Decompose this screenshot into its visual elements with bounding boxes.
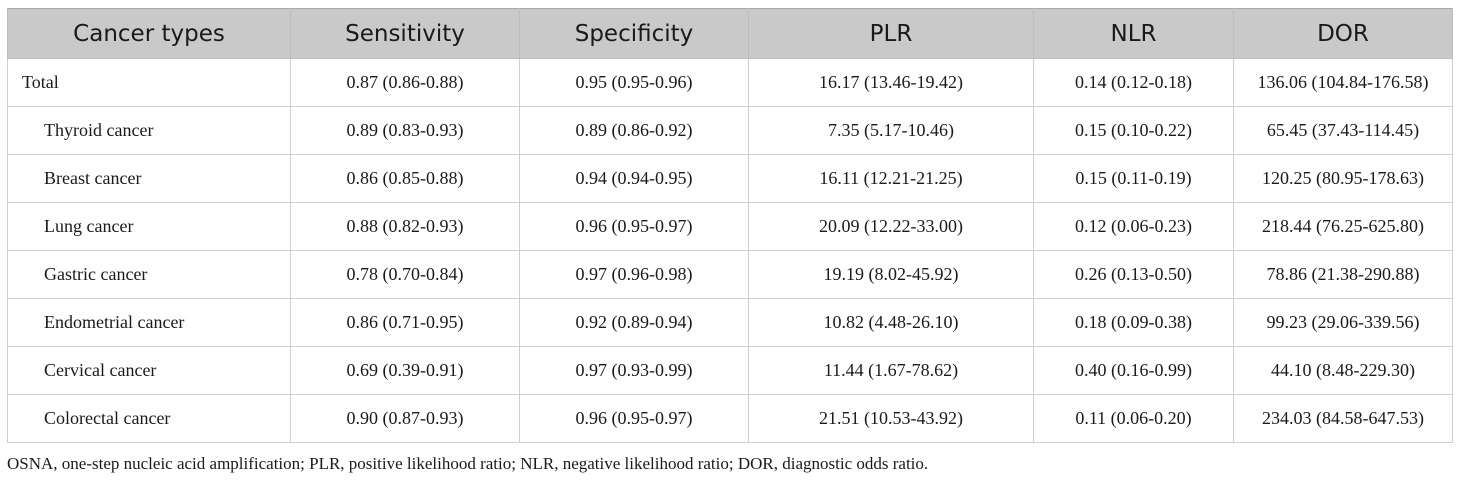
nlr-cell: 0.12 (0.06-0.23) (1033, 202, 1234, 251)
dor-cell: 99.23 (29.06-339.56) (1233, 298, 1453, 347)
specificity-cell: 0.94 (0.94-0.95) (519, 154, 749, 203)
header-dor: DOR (1233, 8, 1453, 59)
specificity-cell: 0.97 (0.96-0.98) (519, 250, 749, 299)
row-label: Thyroid cancer (7, 106, 291, 155)
sensitivity-cell: 0.78 (0.70-0.84) (290, 250, 520, 299)
row-label: Colorectal cancer (7, 394, 291, 443)
sensitivity-cell: 0.86 (0.85-0.88) (290, 154, 520, 203)
sensitivity-cell: 0.86 (0.71-0.95) (290, 298, 520, 347)
specificity-cell: 0.95 (0.95-0.96) (519, 58, 749, 107)
row-label: Gastric cancer (7, 250, 291, 299)
specificity-cell: 0.96 (0.95-0.97) (519, 202, 749, 251)
nlr-cell: 0.15 (0.11-0.19) (1033, 154, 1234, 203)
specificity-cell: 0.89 (0.86-0.92) (519, 106, 749, 155)
table-row: Endometrial cancer 0.86 (0.71-0.95) 0.92… (7, 298, 1453, 347)
table-row: Total 0.87 (0.86-0.88) 0.95 (0.95-0.96) … (7, 58, 1453, 107)
row-label: Breast cancer (7, 154, 291, 203)
header-row: Cancer types Sensitivity Specificity PLR… (7, 8, 1453, 59)
header-sensitivity: Sensitivity (290, 8, 520, 59)
header-nlr: NLR (1033, 8, 1234, 59)
specificity-cell: 0.92 (0.89-0.94) (519, 298, 749, 347)
table-row: Breast cancer 0.86 (0.85-0.88) 0.94 (0.9… (7, 154, 1453, 203)
plr-cell: 20.09 (12.22-33.00) (748, 202, 1034, 251)
specificity-cell: 0.97 (0.93-0.99) (519, 346, 749, 395)
plr-cell: 10.82 (4.48-26.10) (748, 298, 1034, 347)
dor-cell: 78.86 (21.38-290.88) (1233, 250, 1453, 299)
nlr-cell: 0.40 (0.16-0.99) (1033, 346, 1234, 395)
header-cancer-types: Cancer types (7, 8, 291, 59)
table-footnote: OSNA, one-step nucleic acid amplificatio… (7, 454, 929, 473)
plr-cell: 11.44 (1.67-78.62) (748, 346, 1034, 395)
table-row: Thyroid cancer 0.89 (0.83-0.93) 0.89 (0.… (7, 106, 1453, 155)
row-label: Total (7, 58, 291, 107)
dor-cell: 234.03 (84.58-647.53) (1233, 394, 1453, 443)
table-row: Lung cancer 0.88 (0.82-0.93) 0.96 (0.95-… (7, 202, 1453, 251)
header-plr: PLR (748, 8, 1034, 59)
sensitivity-cell: 0.69 (0.39-0.91) (290, 346, 520, 395)
sensitivity-cell: 0.90 (0.87-0.93) (290, 394, 520, 443)
nlr-cell: 0.26 (0.13-0.50) (1033, 250, 1234, 299)
sensitivity-cell: 0.89 (0.83-0.93) (290, 106, 520, 155)
row-label: Endometrial cancer (7, 298, 291, 347)
plr-cell: 21.51 (10.53-43.92) (748, 394, 1034, 443)
dor-cell: 44.10 (8.48-229.30) (1233, 346, 1453, 395)
nlr-cell: 0.15 (0.10-0.22) (1033, 106, 1234, 155)
dor-cell: 136.06 (104.84-176.58) (1233, 58, 1453, 107)
diagnostic-accuracy-table-container: Cancer types Sensitivity Specificity PLR… (7, 8, 1453, 443)
plr-cell: 16.17 (13.46-19.42) (748, 58, 1034, 107)
row-label: Lung cancer (7, 202, 291, 251)
header-specificity: Specificity (519, 8, 749, 59)
dor-cell: 218.44 (76.25-625.80) (1233, 202, 1453, 251)
dor-cell: 120.25 (80.95-178.63) (1233, 154, 1453, 203)
plr-cell: 7.35 (5.17-10.46) (748, 106, 1034, 155)
nlr-cell: 0.14 (0.12-0.18) (1033, 58, 1234, 107)
diagnostic-accuracy-table: Cancer types Sensitivity Specificity PLR… (7, 8, 1453, 443)
table-row: Colorectal cancer 0.90 (0.87-0.93) 0.96 … (7, 394, 1453, 443)
table-row: Gastric cancer 0.78 (0.70-0.84) 0.97 (0.… (7, 250, 1453, 299)
dor-cell: 65.45 (37.43-114.45) (1233, 106, 1453, 155)
nlr-cell: 0.18 (0.09-0.38) (1033, 298, 1234, 347)
table-row: Cervical cancer 0.69 (0.39-0.91) 0.97 (0… (7, 346, 1453, 395)
sensitivity-cell: 0.87 (0.86-0.88) (290, 58, 520, 107)
specificity-cell: 0.96 (0.95-0.97) (519, 394, 749, 443)
nlr-cell: 0.11 (0.06-0.20) (1033, 394, 1234, 443)
plr-cell: 19.19 (8.02-45.92) (748, 250, 1034, 299)
row-label: Cervical cancer (7, 346, 291, 395)
plr-cell: 16.11 (12.21-21.25) (748, 154, 1034, 203)
sensitivity-cell: 0.88 (0.82-0.93) (290, 202, 520, 251)
